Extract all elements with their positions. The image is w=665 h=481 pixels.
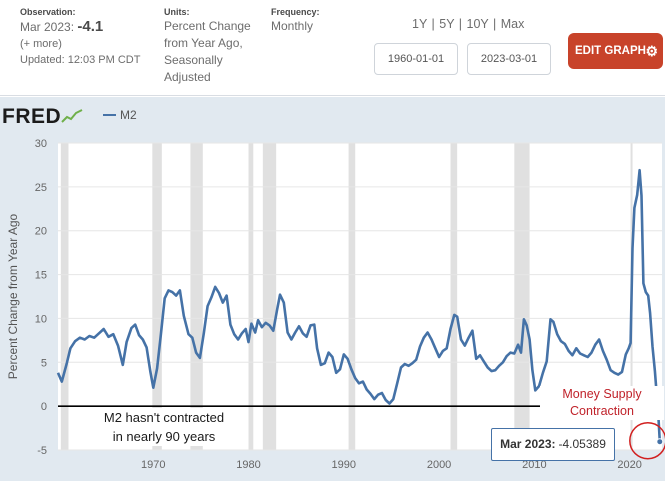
y-tick-labels: -5 0 5 10 15 20 25 30 xyxy=(35,138,47,457)
recession-band xyxy=(348,143,356,450)
frequency-value: Monthly xyxy=(271,19,314,33)
x-tick-labels: 1970 1980 1990 2000 2010 2020 xyxy=(141,459,642,471)
chart-panel: -5 0 5 10 15 20 25 30 1970 1980 1990 2000 2010 2020 … xyxy=(0,97,665,481)
highlight-circle xyxy=(629,421,665,460)
y-tick-label: 20 xyxy=(35,226,47,238)
tooltip-date: Mar 2023: xyxy=(500,437,556,451)
x-tick-label: 2010 xyxy=(522,459,546,471)
y-tick-label: 25 xyxy=(35,182,47,194)
y-tick-label: 10 xyxy=(35,313,47,325)
units-heading: Units: xyxy=(164,7,190,17)
x-tick-label: 2000 xyxy=(427,459,451,471)
range-links[interactable]: 1Y | 5Y | 10Y | Max xyxy=(412,17,525,31)
x-tick-label: 1970 xyxy=(141,459,165,471)
recession-band xyxy=(190,143,203,450)
legend-swatch xyxy=(103,113,116,116)
fred-logo[interactable]: FRED xyxy=(2,105,83,129)
series-header: Observation: Mar 2023: -4.1 (+ more) Upd… xyxy=(0,0,665,96)
recession-band xyxy=(450,143,458,450)
y-tick-label: 0 xyxy=(41,401,47,413)
start-date-input[interactable]: 1960-01-01 xyxy=(374,43,458,75)
y-tick-label: 15 xyxy=(35,270,47,282)
units-line: Percent Change xyxy=(164,19,251,33)
series-line xyxy=(56,168,662,442)
y-tick-label: -5 xyxy=(37,445,47,457)
observation-line: Mar 2023: -4.1 xyxy=(20,18,140,36)
observation-date: Mar 2023: xyxy=(20,20,75,34)
x-tick-label: 1980 xyxy=(236,459,260,471)
recession-band xyxy=(248,143,254,450)
x-tick-label: 1990 xyxy=(332,459,356,471)
annotation-line: in nearly 90 years xyxy=(112,429,216,444)
fred-logo-graph-icon xyxy=(61,109,83,123)
series-m2 xyxy=(56,168,664,446)
money-supply-label: Money Supply Contraction xyxy=(540,386,664,420)
units-block: Units: Percent Change from Year Ago, Sea… xyxy=(164,6,251,86)
y-axis-label: Percent Change from Year Ago xyxy=(6,213,20,379)
annotation-text: M2 hasn't contracted in nearly 90 years xyxy=(86,408,242,446)
end-date-input[interactable]: 2023-03-01 xyxy=(467,43,551,75)
observation-value: -4.1 xyxy=(77,18,104,35)
legend[interactable]: M2 xyxy=(103,108,137,122)
money-label-line: Contraction xyxy=(570,404,634,418)
units-line: Seasonally xyxy=(164,53,223,67)
recession-band xyxy=(262,143,277,450)
recession-band xyxy=(152,143,162,450)
observation-block: Observation: Mar 2023: -4.1 (+ more) Upd… xyxy=(20,6,140,68)
updated-time: Updated: 12:03 PM CDT xyxy=(20,54,141,66)
y-tick-label: 30 xyxy=(35,138,47,150)
y-tick-label: 5 xyxy=(41,357,47,369)
recession-band xyxy=(514,143,530,450)
data-tooltip: Mar 2023: -4.05389 xyxy=(491,428,615,461)
gear-icon: ⚙ xyxy=(645,43,658,59)
x-tick-label: 2020 xyxy=(617,459,641,471)
recession-band xyxy=(60,143,69,450)
units-line: from Year Ago, xyxy=(164,36,243,50)
units-line: Adjusted xyxy=(164,70,211,84)
legend-series-name: M2 xyxy=(120,108,137,122)
fred-logo-text: FRED xyxy=(2,105,62,128)
edit-graph-label: EDIT GRAPH xyxy=(575,45,646,57)
annotation-line: M2 hasn't contracted xyxy=(103,410,225,425)
money-label-line: Money Supply xyxy=(562,387,642,401)
frequency-heading: Frequency: xyxy=(271,7,320,17)
frequency-block: Frequency: Monthly xyxy=(271,6,320,35)
edit-graph-button[interactable]: EDIT GRAPH ⚙ xyxy=(568,33,663,69)
last-data-point xyxy=(656,438,664,446)
more-observations-link[interactable]: (+ more) xyxy=(20,38,62,50)
tooltip-value: -4.05389 xyxy=(558,437,606,451)
observation-heading: Observation: xyxy=(20,7,76,17)
